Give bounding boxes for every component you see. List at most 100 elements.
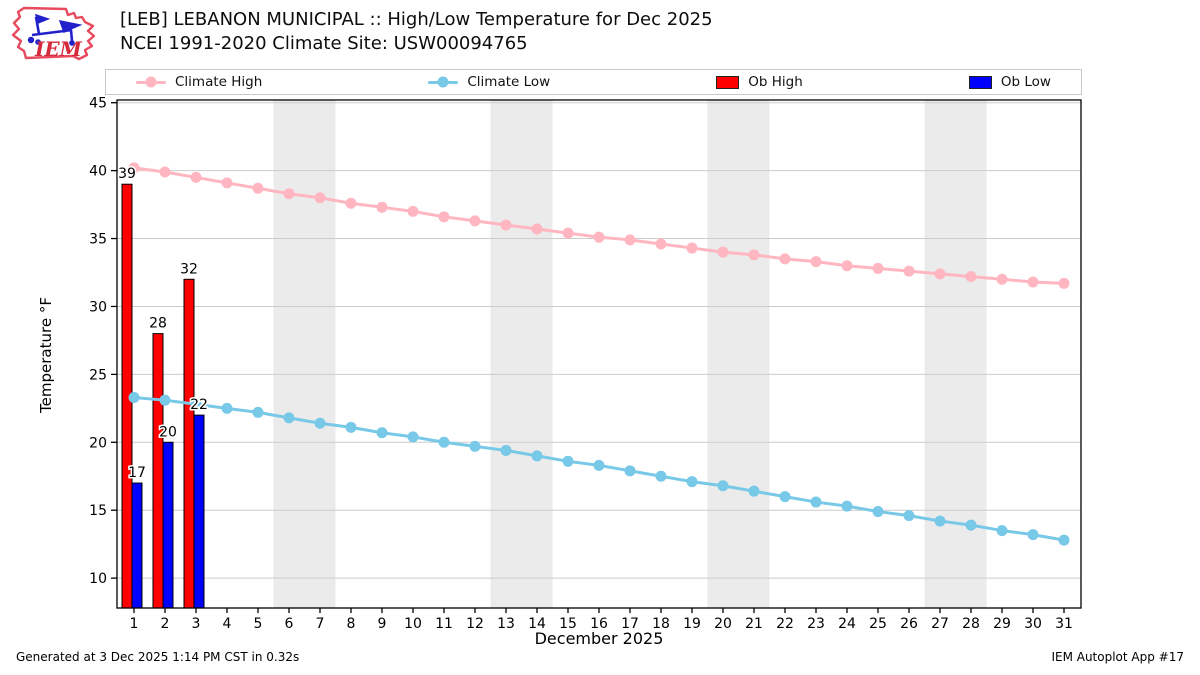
iem-logo: IEM bbox=[11, 6, 96, 61]
climate-high-marker bbox=[531, 223, 543, 235]
x-tick-label: 26 bbox=[900, 616, 918, 632]
climate-high-marker bbox=[996, 273, 1008, 285]
climate-high-marker bbox=[407, 205, 419, 217]
x-tick-label: 5 bbox=[254, 616, 263, 632]
y-gridlines bbox=[117, 102, 1081, 579]
x-tick-label: 11 bbox=[435, 616, 453, 632]
climate-high-marker bbox=[965, 271, 977, 283]
x-tick-label: 13 bbox=[497, 616, 515, 632]
climate-low-marker bbox=[562, 455, 574, 467]
x-tick-label: 10 bbox=[404, 616, 422, 632]
x-tick-label: 28 bbox=[962, 616, 980, 632]
climate-high-marker bbox=[1058, 277, 1070, 289]
generated-timestamp: Generated at 3 Dec 2025 1:14 PM CST in 0… bbox=[16, 650, 300, 664]
app-credit: IEM Autoplot App #17 bbox=[1051, 650, 1184, 664]
climate-high-marker bbox=[717, 246, 729, 258]
ob-high-box-swatch-icon bbox=[716, 75, 740, 89]
ob-high-bar bbox=[152, 333, 164, 609]
chart-subtitle: NCEI 1991-2020 Climate Site: USW00094765 bbox=[120, 33, 528, 54]
x-tick-label: 3 bbox=[192, 616, 201, 632]
climate-low-marker bbox=[1058, 534, 1070, 546]
y-tick-label: 45 bbox=[89, 96, 107, 112]
climate-low-marker bbox=[500, 444, 512, 456]
x-tick-label: 1 bbox=[130, 616, 139, 632]
y-tick-label: 25 bbox=[89, 367, 107, 383]
weather-vane-icon bbox=[27, 13, 83, 46]
weekend-band bbox=[924, 100, 987, 608]
iem-logo-text: IEM bbox=[34, 37, 83, 61]
climate-high-marker bbox=[376, 201, 388, 213]
x-tick-label: 29 bbox=[993, 616, 1011, 632]
y-axis: 10 15 20 25 30 35 40 45 bbox=[89, 96, 117, 587]
bar-value-label: 39 bbox=[118, 166, 136, 182]
climate-high-marker bbox=[190, 171, 202, 183]
climate-low-marker bbox=[934, 515, 946, 527]
x-tick-label: 14 bbox=[528, 616, 546, 632]
legend-item-ob-low: Ob Low bbox=[968, 74, 1051, 90]
climate-low-marker bbox=[376, 427, 388, 439]
legend-item-climate-low: Climate Low bbox=[428, 74, 550, 90]
x-tick-label: 27 bbox=[931, 616, 949, 632]
weekend-band bbox=[273, 100, 336, 608]
climate-high-line bbox=[128, 162, 1070, 289]
climate-high-marker bbox=[593, 231, 605, 243]
climate-low-marker bbox=[624, 465, 636, 477]
x-tick-label: 16 bbox=[590, 616, 608, 632]
bar-value-label: 20 bbox=[159, 424, 177, 440]
climate-low-marker bbox=[438, 436, 450, 448]
climate-low-marker bbox=[965, 519, 977, 531]
climate-low-marker bbox=[221, 402, 233, 414]
x-tick-label: 21 bbox=[745, 616, 763, 632]
climate-low-marker bbox=[531, 450, 543, 462]
x-tick-label: 9 bbox=[378, 616, 387, 632]
x-tick-label: 8 bbox=[347, 616, 356, 632]
climate-low-marker bbox=[159, 394, 171, 406]
climate-high-marker bbox=[686, 242, 698, 254]
climate-low-line-swatch-icon bbox=[428, 80, 459, 84]
climate-high-marker bbox=[500, 219, 512, 231]
y-tick-label: 10 bbox=[89, 571, 107, 587]
bar-value-label: 17 bbox=[128, 465, 146, 481]
x-tick-label: 4 bbox=[223, 616, 232, 632]
legend-label: Ob High bbox=[748, 74, 803, 90]
weekend-band bbox=[490, 100, 553, 608]
climate-high-marker bbox=[221, 177, 233, 189]
chart-title: [LEB] LEBANON MUNICIPAL :: High/Low Temp… bbox=[120, 9, 713, 30]
climate-low-marker bbox=[903, 510, 915, 522]
climate-low-line bbox=[128, 391, 1070, 546]
y-tick-label: 15 bbox=[89, 503, 107, 519]
ob-low-bar bbox=[131, 482, 143, 609]
x-tick-label: 23 bbox=[807, 616, 825, 632]
legend-label: Ob Low bbox=[1000, 74, 1051, 90]
climate-low-marker bbox=[128, 391, 140, 403]
y-tick-label: 35 bbox=[89, 232, 107, 248]
ob-low-bar bbox=[162, 441, 174, 609]
climate-high-line-swatch-icon bbox=[136, 80, 166, 84]
x-tick-label: 17 bbox=[621, 616, 639, 632]
climate-high-marker bbox=[345, 197, 357, 209]
y-tick-label: 20 bbox=[89, 435, 107, 451]
ob-bars bbox=[121, 183, 205, 609]
climate-high-marker bbox=[810, 256, 822, 268]
legend: Climate High Climate Low Ob High Ob Low bbox=[105, 69, 1082, 95]
y-tick-label: 40 bbox=[89, 164, 107, 180]
climate-high-marker bbox=[1027, 276, 1039, 288]
ob-low-box-swatch-icon bbox=[968, 75, 992, 89]
weekend-bands bbox=[273, 100, 987, 608]
climate-low-marker bbox=[190, 398, 202, 410]
climate-low-marker bbox=[779, 491, 791, 503]
y-tick-label: 30 bbox=[89, 299, 107, 315]
header: [LEB] LEBANON MUNICIPAL :: High/Low Temp… bbox=[120, 8, 713, 56]
ob-low-bar bbox=[193, 414, 205, 609]
x-tick-label: 7 bbox=[316, 616, 325, 632]
climate-high-marker bbox=[469, 215, 481, 227]
climate-low-marker bbox=[469, 440, 481, 452]
ob-high-bar bbox=[183, 278, 195, 609]
climate-low-marker bbox=[345, 421, 357, 433]
climate-high-marker bbox=[438, 211, 450, 223]
climate-high-marker bbox=[314, 192, 326, 204]
climate-high-marker bbox=[624, 234, 636, 246]
climate-low-marker bbox=[996, 525, 1008, 537]
